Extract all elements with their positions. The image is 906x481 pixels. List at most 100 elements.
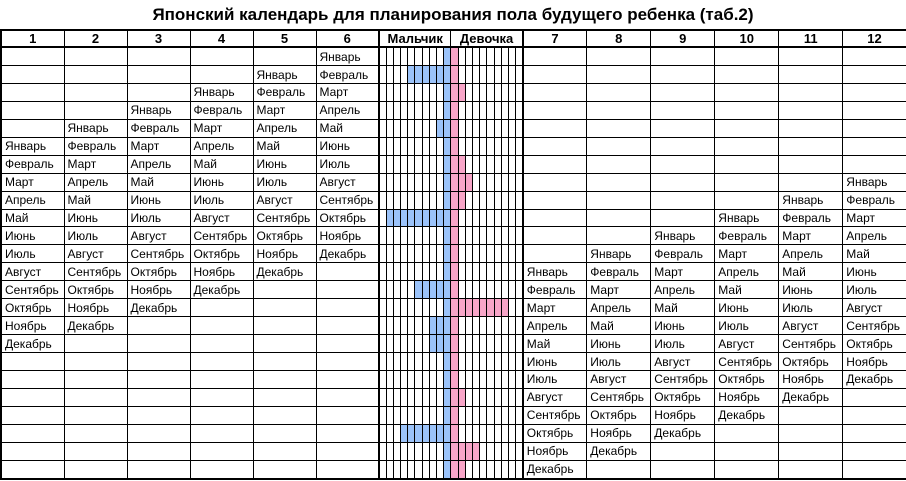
boy-empty-cell — [407, 262, 416, 282]
month-cell-right: Июнь — [586, 334, 652, 354]
girl-empty-cell — [457, 118, 466, 138]
month-cell-left — [189, 423, 254, 443]
boy-bar-cell — [443, 226, 452, 246]
month-cell-left: Сентябрь — [126, 244, 191, 264]
boy-bar-cell — [443, 100, 452, 120]
girl-empty-cell — [507, 208, 517, 228]
girl-bar-cell — [450, 459, 459, 480]
month-cell-left: Февраль — [315, 65, 380, 84]
girl-empty-cell — [457, 262, 466, 282]
boy-bar-cell — [443, 459, 452, 480]
boy-empty-cell — [407, 100, 416, 120]
girl-empty-cell — [507, 172, 517, 192]
boy-empty-cell — [414, 46, 423, 67]
boy-bar-cell — [407, 65, 416, 84]
boy-empty-cell — [435, 190, 445, 210]
boy-bar-cell — [428, 423, 438, 443]
girl-empty-cell — [464, 280, 473, 300]
month-cell-left: Май — [0, 208, 65, 228]
month-cell-right: Май — [586, 316, 652, 336]
month-cell-right: Декабрь — [650, 423, 716, 443]
boy-empty-cell — [385, 280, 394, 300]
girl-empty-cell — [471, 190, 481, 210]
boy-empty-cell — [385, 441, 394, 461]
boy-bar-cell — [385, 208, 394, 228]
month-cell-right: Сентябрь — [586, 387, 652, 407]
month-cell-left — [0, 100, 65, 120]
month-cell-left: Октябрь — [189, 244, 254, 264]
boy-empty-cell — [407, 136, 416, 156]
girl-empty-cell — [457, 208, 466, 228]
boy-empty-cell — [392, 369, 402, 389]
calendar-row: Июнь Июль Август Сентябрь Октябрь Ноябрь — [0, 352, 906, 371]
boy-empty-cell — [435, 82, 445, 102]
girl-empty-cell — [471, 352, 481, 371]
month-cell-right: Январь — [522, 262, 588, 282]
girl-empty-cell — [515, 441, 524, 461]
girl-empty-cell — [507, 244, 517, 264]
boy-empty-cell — [377, 280, 387, 300]
calendar-row: Январь — [0, 46, 906, 67]
girl-empty-cell — [457, 136, 466, 156]
month-cell-right — [586, 190, 652, 210]
boy-empty-cell — [421, 100, 430, 120]
boy-bar-cell — [428, 316, 438, 336]
boy-empty-cell — [400, 118, 409, 138]
girl-empty-cell — [486, 244, 495, 264]
girl-empty-cell — [486, 46, 495, 67]
month-cell-left: Август — [315, 172, 380, 192]
boy-bar-cell — [428, 280, 438, 300]
girl-bar-cell — [464, 298, 473, 318]
boy-empty-cell — [400, 316, 409, 336]
calendar-row: Январь Февраль Март Апрель Май — [0, 118, 906, 138]
month-cell-left: Декабрь — [315, 244, 380, 264]
boy-empty-cell — [400, 280, 409, 300]
month-cell-left — [63, 369, 128, 389]
girl-empty-cell — [507, 423, 517, 443]
girl-empty-cell — [464, 100, 473, 120]
girl-empty-cell — [507, 405, 517, 425]
month-cell-right — [586, 136, 652, 156]
boy-empty-cell — [407, 172, 416, 192]
girl-empty-cell — [493, 46, 502, 67]
boy-empty-cell — [385, 172, 394, 192]
boy-empty-cell — [400, 334, 409, 354]
boy-empty-cell — [414, 190, 423, 210]
boy-empty-cell — [421, 262, 430, 282]
boy-bar-cell — [443, 387, 452, 407]
girl-empty-cell — [471, 65, 481, 84]
month-cell-left — [126, 441, 191, 461]
month-cell-left — [126, 352, 191, 371]
girl-empty-cell — [457, 352, 466, 371]
girl-empty-cell — [486, 82, 495, 102]
month-cell-right — [842, 154, 906, 174]
month-cell-left — [63, 46, 128, 67]
month-cell-right — [714, 154, 780, 174]
boy-empty-cell — [407, 226, 416, 246]
month-cell-right — [778, 459, 844, 480]
boy-empty-cell — [407, 405, 416, 425]
month-cell-left: Март — [63, 154, 128, 174]
boy-empty-cell — [421, 441, 430, 461]
girl-bar-cell — [471, 441, 481, 461]
girl-empty-cell — [507, 459, 517, 480]
boy-empty-cell — [400, 441, 409, 461]
boy-bar-cell — [443, 352, 452, 371]
month-cell-right: Сентябрь — [778, 334, 844, 354]
boy-bar-cell — [443, 46, 452, 67]
boy-empty-cell — [392, 423, 402, 443]
boy-bar-cell — [443, 244, 452, 264]
boy-empty-cell — [435, 136, 445, 156]
girl-empty-cell — [507, 316, 517, 336]
girl-empty-cell — [486, 280, 495, 300]
boy-empty-cell — [377, 82, 387, 102]
boy-empty-cell — [385, 423, 394, 443]
boy-empty-cell — [400, 154, 409, 174]
girl-empty-cell — [500, 208, 509, 228]
month-cell-left — [315, 316, 380, 336]
month-cell-left — [315, 298, 380, 318]
boy-empty-cell — [385, 369, 394, 389]
boy-empty-cell — [407, 280, 416, 300]
calendar-row: Август Сентябрь Октябрь Ноябрь Декабрь Январь… — [0, 262, 906, 282]
girl-empty-cell — [486, 65, 495, 84]
